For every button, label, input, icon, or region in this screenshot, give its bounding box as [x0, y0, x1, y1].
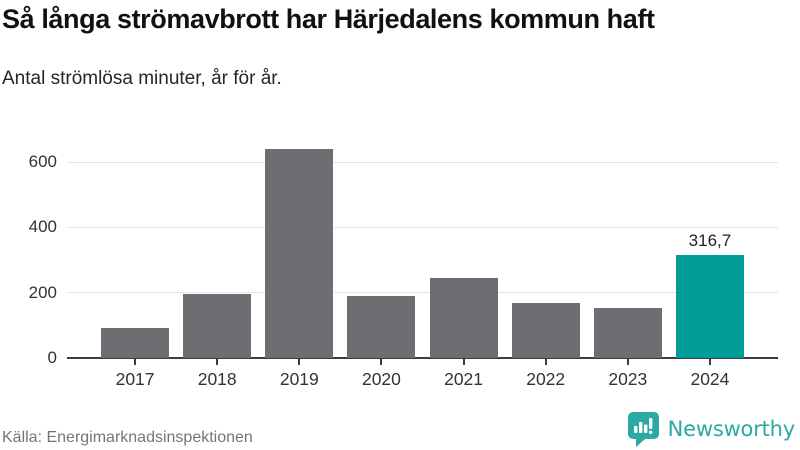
bar-band-2018: 2018	[176, 135, 258, 389]
y-axis-label-200: 200	[28, 282, 57, 302]
bar-2021	[429, 277, 498, 358]
x-axis-label-2021: 2021	[444, 369, 484, 389]
bar-band-2020: 2020	[340, 135, 422, 389]
x-axis-tick-2022	[544, 359, 547, 365]
x-axis-label-2017: 2017	[115, 369, 155, 389]
y-axis-label-600: 600	[28, 152, 57, 172]
newsworthy-logo[interactable]: Newsworthy	[627, 411, 795, 447]
newsworthy-bubble-chart-icon	[627, 411, 660, 447]
bar-band-2024: 316,7 2024	[669, 135, 751, 389]
x-axis-label-2019: 2019	[279, 369, 319, 389]
gridline-200	[67, 292, 778, 294]
plot-area: 2017 2018 2019 2020 2021 2022 2023 316,7 2024	[67, 135, 778, 389]
bar-2024	[675, 254, 744, 358]
bar-band-2022: 2022	[505, 135, 587, 389]
bar-2022	[511, 303, 580, 358]
bar-2017	[101, 327, 170, 358]
x-axis-label-2023: 2023	[608, 369, 648, 389]
bar-band-2017: 2017	[94, 135, 176, 389]
bar-band-2023: 2023	[587, 135, 669, 389]
bar-band-2019: 2019	[258, 135, 340, 389]
x-axis-label-2020: 2020	[361, 369, 401, 389]
x-axis-tick-2017	[134, 359, 137, 365]
gridline-600	[67, 161, 778, 163]
newsworthy-wordmark: Newsworthy	[667, 417, 796, 441]
x-axis-label-2018: 2018	[197, 369, 237, 389]
x-axis-tick-2018	[216, 359, 219, 365]
gridline-400	[67, 226, 778, 228]
page-title: Så långa strömavbrott har Härjedalens ko…	[2, 4, 655, 34]
value-label-2024: 316,7	[688, 230, 732, 250]
x-axis-label-2022: 2022	[526, 369, 566, 389]
y-axis-label-0: 0	[47, 348, 57, 367]
y-axis: 0 200 400 600	[0, 135, 57, 367]
x-axis-tick-2021	[462, 359, 465, 365]
x-axis-tick-2019	[298, 359, 301, 365]
source-note: Källa: Energimarknadsinspektionen	[2, 429, 253, 446]
page-subtitle: Antal strömlösa minuter, år för år.	[2, 68, 282, 89]
bar-2020	[347, 295, 416, 358]
bar-2019	[265, 149, 334, 358]
bar-band-2021: 2021	[423, 135, 505, 389]
x-axis-line	[67, 357, 778, 359]
y-axis-label-400: 400	[28, 217, 57, 237]
x-axis-tick-2020	[380, 359, 383, 365]
bar-group: 2017 2018 2019 2020 2021 2022 2023 316,7 2024	[67, 135, 778, 389]
x-axis-label-2024: 2024	[690, 369, 730, 389]
x-axis-tick-2024	[708, 359, 711, 365]
bar-2023	[593, 307, 662, 358]
x-axis-tick-2023	[626, 359, 629, 365]
bar-2018	[183, 294, 252, 358]
